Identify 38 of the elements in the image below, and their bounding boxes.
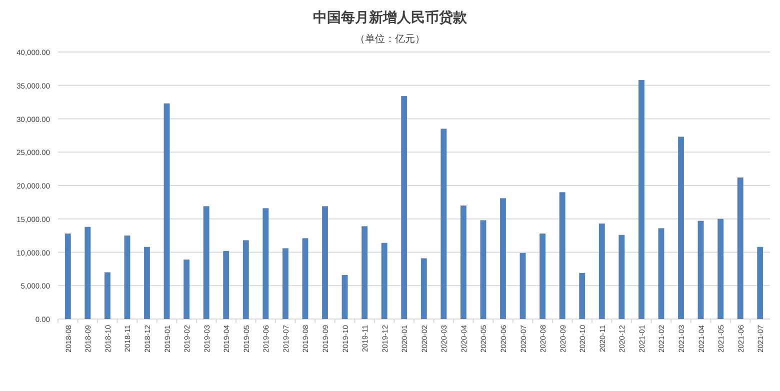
bar	[678, 136, 684, 319]
bar	[223, 250, 230, 319]
chart-subtitle: （单位：亿元）	[355, 33, 425, 45]
bar	[302, 238, 308, 319]
bar	[322, 206, 328, 319]
bar	[203, 206, 210, 319]
bar	[440, 128, 447, 319]
bar	[242, 240, 249, 319]
bar	[460, 206, 466, 319]
bar	[638, 80, 644, 319]
bar	[618, 234, 625, 319]
bar	[579, 272, 586, 319]
bar	[500, 198, 506, 319]
bar	[698, 220, 704, 319]
bar	[262, 208, 269, 319]
bar	[84, 226, 91, 319]
bar	[401, 96, 408, 319]
bar	[104, 272, 110, 319]
chart-title: 中国每月新增人民币贷款	[313, 9, 468, 25]
bar	[737, 177, 744, 319]
bar	[757, 246, 764, 319]
bar	[480, 220, 486, 319]
bar	[362, 226, 368, 319]
bar	[144, 246, 150, 319]
bar	[282, 248, 288, 319]
bar	[718, 218, 724, 319]
bar	[520, 252, 526, 319]
bar	[598, 224, 605, 319]
bar	[342, 274, 348, 319]
bar	[420, 258, 427, 319]
bar	[559, 192, 566, 319]
bar	[540, 234, 546, 319]
bar	[184, 260, 190, 319]
bar	[658, 228, 664, 319]
bar	[64, 234, 71, 319]
bar	[381, 242, 388, 319]
bar	[124, 236, 130, 319]
bar	[164, 103, 170, 319]
